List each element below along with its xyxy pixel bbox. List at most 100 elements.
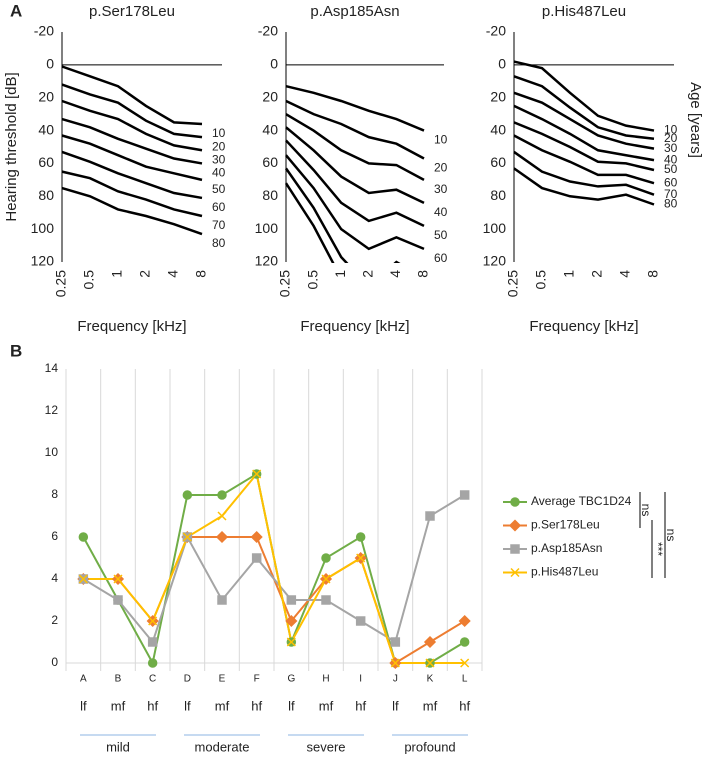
marker — [355, 532, 366, 542]
series-line — [61, 186, 203, 236]
marker — [321, 574, 331, 584]
y-tick-label: 100 — [255, 220, 279, 236]
series-line — [513, 104, 655, 162]
y-tick-label: 0 — [270, 56, 278, 72]
x-tick-label: 4 — [617, 270, 633, 278]
marker — [423, 635, 437, 649]
series-line — [513, 91, 655, 150]
series-end-label: 30 — [434, 182, 448, 196]
y-tick-label: 20 — [490, 88, 506, 104]
series-end-label: 80 — [212, 236, 226, 250]
series-group — [61, 65, 203, 236]
x-tick-label: 8 — [415, 270, 431, 278]
marker — [286, 595, 297, 605]
series-line — [61, 134, 203, 182]
series-end-label: 30 — [664, 141, 678, 155]
marker — [390, 658, 400, 668]
series-group — [284, 84, 425, 263]
marker — [321, 553, 331, 563]
x-tick-label: J — [393, 674, 398, 685]
panel-label: B — [10, 341, 22, 360]
marker — [250, 530, 263, 544]
series-line — [285, 113, 425, 181]
y-tick-label: 20 — [38, 88, 54, 104]
series-line — [285, 126, 425, 204]
panel-label: A — [10, 1, 22, 20]
x-tick-label: C — [149, 674, 156, 685]
y-tick-label: 4 — [51, 571, 58, 585]
x-subcategory-label: lf — [184, 698, 191, 713]
plot: p.His487Leu Frequency [kHz] Age [years] -20… — [483, 3, 704, 335]
series-line — [61, 99, 203, 152]
x-subcategory-label: lf — [392, 698, 399, 713]
series-end-label: 20 — [434, 161, 448, 175]
x-subcategory-label: mf — [111, 698, 126, 713]
x-tick-label: 0.25 — [277, 270, 293, 297]
series-end-label: 10 — [664, 123, 678, 137]
series-end-label: 40 — [664, 152, 678, 166]
marker — [217, 490, 227, 500]
x-tick-label: 0.5 — [81, 270, 97, 290]
series-line — [285, 84, 425, 132]
y-tick-label: 60 — [262, 154, 278, 170]
marker — [425, 511, 435, 521]
series-line — [513, 150, 655, 196]
group-label: mild — [106, 739, 130, 754]
series-end-label: 60 — [212, 200, 226, 214]
marker — [460, 658, 470, 668]
x-tick-label: 4 — [165, 270, 181, 278]
y-tick-label: 0 — [46, 56, 54, 72]
x-subcategory-label: mf — [215, 698, 230, 713]
x-subcategory-label: lf — [288, 698, 295, 713]
series-end-label: 70 — [212, 218, 226, 232]
x-tick-label: 1 — [332, 270, 348, 278]
y-tick-label: 20 — [262, 88, 278, 104]
y-tick-label: 120 — [483, 253, 507, 269]
plot: p.Ser178Leu Hearing threshold [dB] Frequen… — [3, 3, 226, 335]
y-tick-label: 0 — [498, 56, 506, 72]
marker — [147, 658, 158, 668]
series-end-label: 20 — [212, 139, 226, 153]
legend-label: Average TBC1D24 — [531, 494, 632, 508]
series-line — [513, 134, 655, 185]
y-tick-label: 120 — [31, 253, 55, 269]
marker — [251, 553, 262, 563]
y-tick-label: -20 — [34, 23, 54, 39]
legend-label: p.His487Leu — [531, 565, 598, 579]
x-axis-label: Frequency [kHz] — [300, 318, 409, 335]
marker — [217, 511, 227, 521]
x-tick-label: 1 — [561, 270, 577, 278]
x-tick-label: L — [462, 674, 468, 685]
marker — [321, 595, 331, 605]
marker — [390, 637, 401, 647]
marker — [182, 490, 193, 500]
x-tick-label: 2 — [360, 270, 376, 278]
series-line — [285, 99, 425, 160]
y-tick-label: 80 — [490, 187, 506, 203]
series-end-label: 70 — [664, 187, 678, 201]
y-tick-label: 14 — [45, 361, 59, 375]
x-subcategory-label: mf — [319, 698, 334, 713]
y-tick-label: 10 — [45, 445, 59, 459]
y-tick-label: 80 — [262, 187, 278, 203]
y-tick-label: 2 — [51, 613, 58, 627]
x-tick-label: 8 — [645, 270, 661, 278]
y-tick-label: 0 — [51, 655, 58, 669]
series-line — [285, 154, 425, 251]
x-tick-label: F — [254, 674, 260, 685]
series-end-label: 10 — [212, 126, 226, 140]
x-tick-label: 0.5 — [533, 270, 549, 290]
x-tick-label: 0.25 — [505, 270, 521, 297]
plot: 0 2 4 6 8 10 12 14 Alf Bmf Chf Dlf Emf Fhf Glf Hmf Ihf Jl… — [45, 361, 678, 754]
marker — [148, 616, 158, 626]
x-tick-label: 0.25 — [53, 270, 69, 297]
y-tick-label: 6 — [51, 529, 58, 543]
marker — [217, 595, 227, 605]
series-line — [61, 83, 203, 139]
series-end-label: 50 — [664, 162, 678, 176]
legend-marker — [510, 544, 520, 554]
series-line — [82, 494, 466, 645]
marker — [215, 530, 229, 544]
series-end-label: 30 — [212, 152, 226, 166]
